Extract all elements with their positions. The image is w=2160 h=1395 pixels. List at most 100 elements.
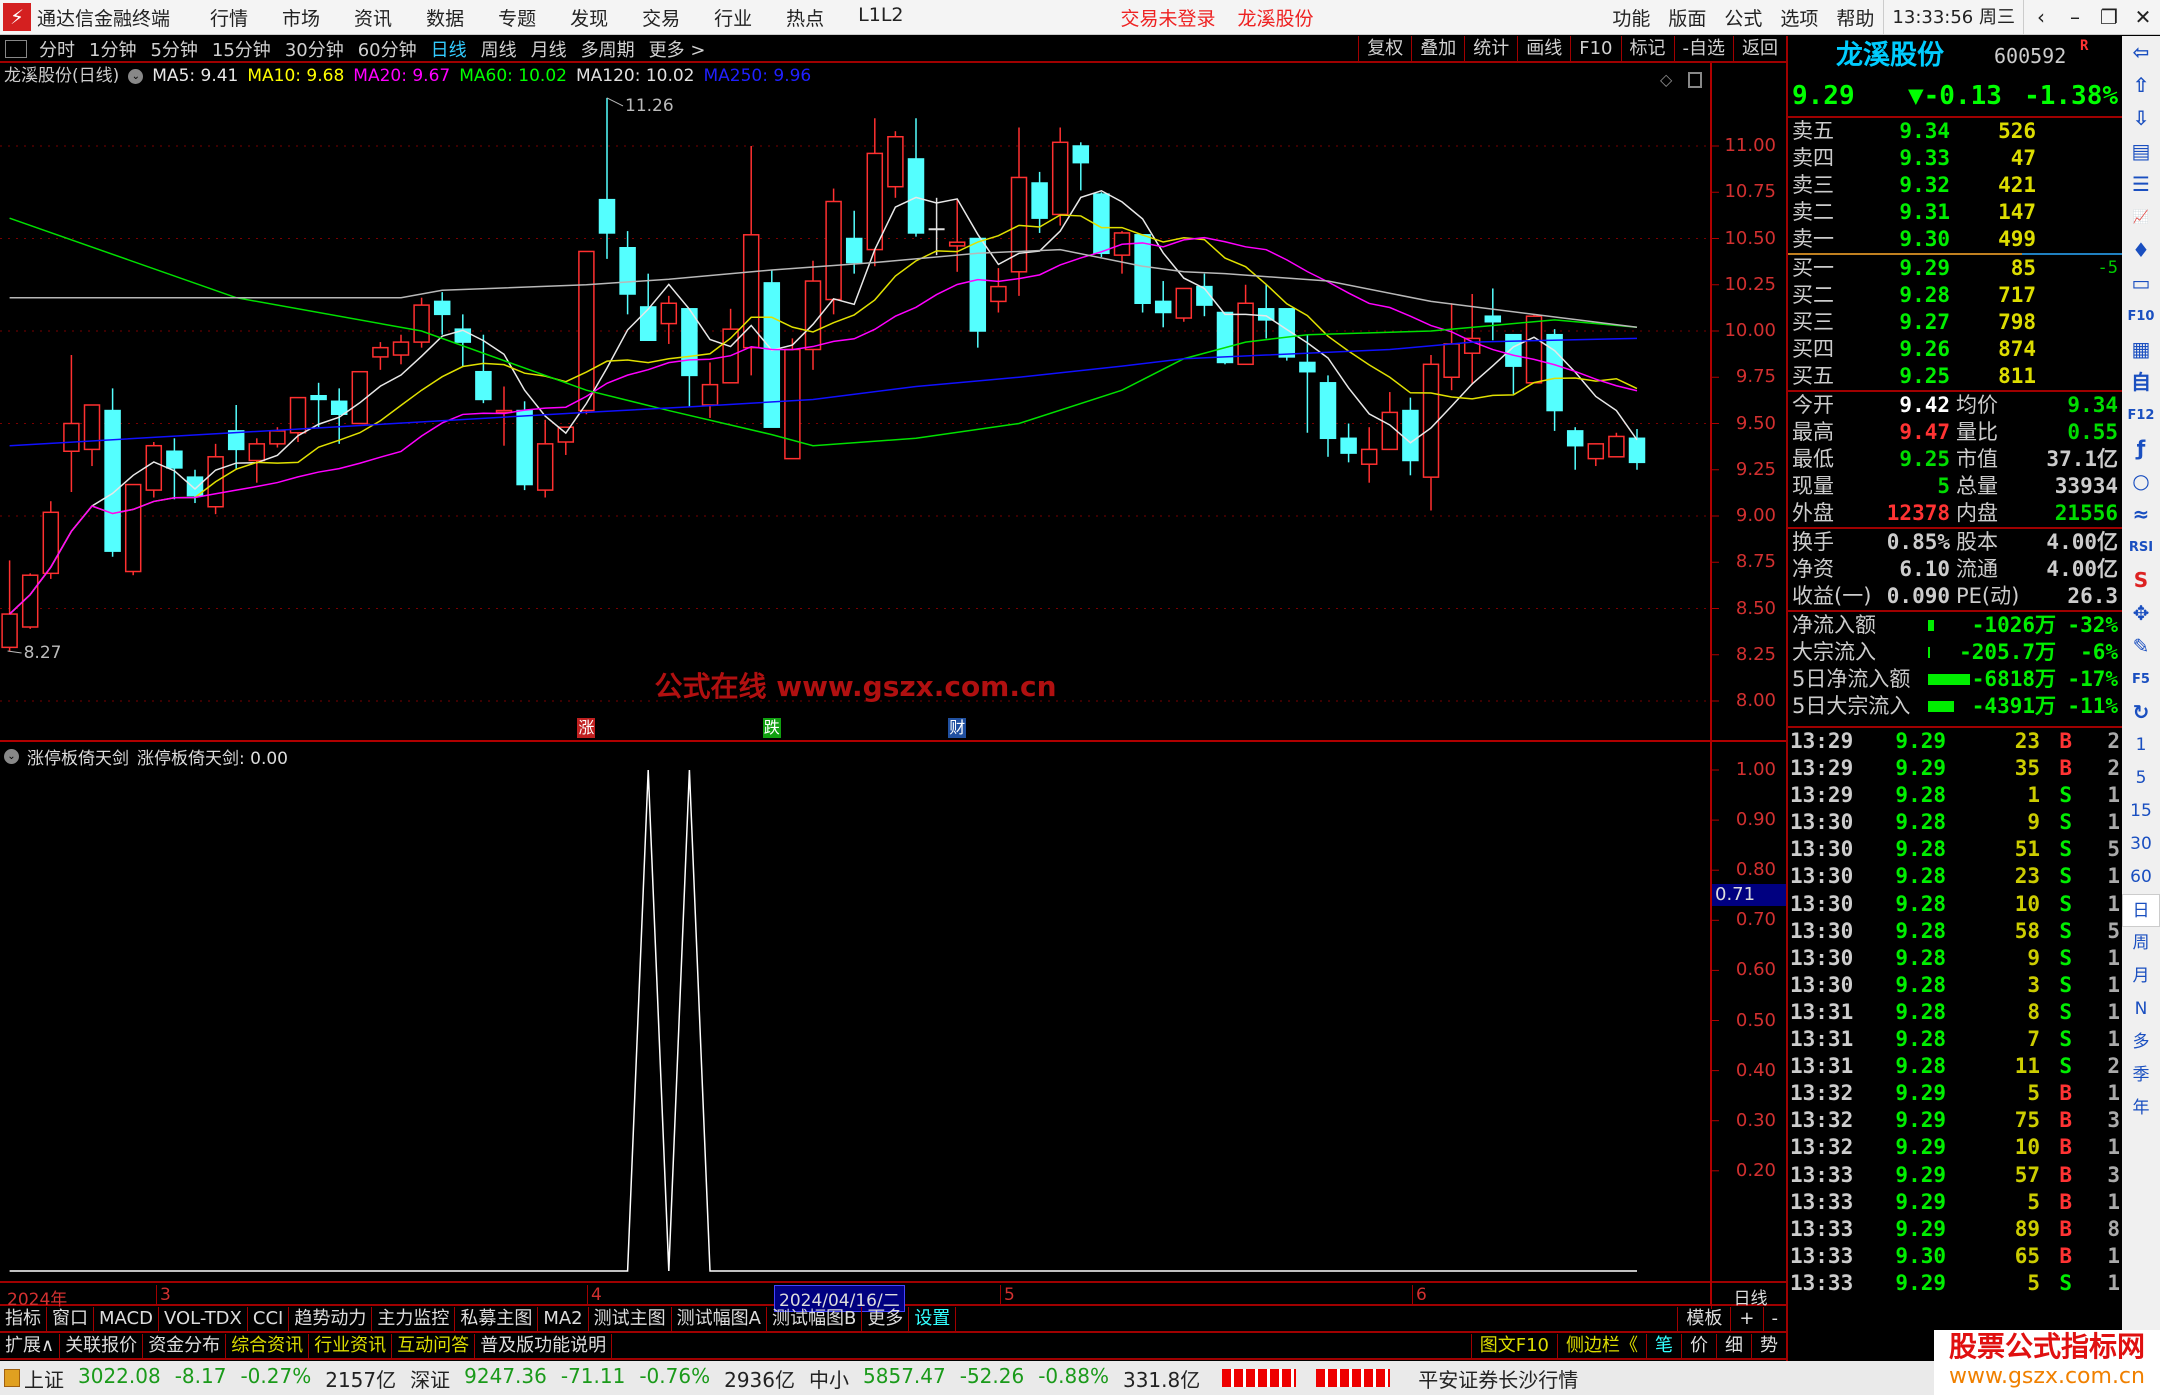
sidebar-period-3[interactable]: 30 [2130,834,2152,854]
tick-list[interactable]: 13:29 9.29 23 B 2 13:29 9.29 35 B 2 13:29 9.28 1 S 1 13… [1788,728,2122,1297]
f5-icon[interactable]: F5 [2132,672,2150,687]
tab-10[interactable]: 测试幅图A [672,1307,767,1331]
refresh-icon[interactable]: ↻ [2132,700,2150,724]
news-icon[interactable]: ▭ [2131,271,2151,295]
tab-12[interactable]: 更多 [862,1307,910,1331]
tab-2[interactable]: MACD [94,1307,159,1331]
f12-icon[interactable]: F12 [2127,408,2155,423]
kline-chart[interactable] [0,0,1786,1306]
sidebar-period-7[interactable]: 月 [2132,966,2150,986]
tab-right-4[interactable]: 细 [1716,1334,1751,1358]
s-logo-icon[interactable]: S [2133,568,2149,592]
tab-6[interactable]: 普及版功能说明 [475,1334,613,1358]
sidebar-period-11[interactable]: 年 [2132,1098,2150,1118]
arrow-up-icon[interactable]: ⇧ [2132,73,2150,97]
tab-right-0[interactable]: 模板 [1677,1307,1730,1331]
panel-toggle-icon[interactable] [5,39,27,58]
menu-item[interactable]: 交易 [642,7,681,30]
period-tab[interactable]: 15分钟 [211,39,271,61]
menu-item[interactable]: 专题 [498,7,537,30]
tab-13[interactable]: 设置 [909,1307,957,1331]
tab-3[interactable]: VOL-TDX [159,1307,248,1331]
period-tab[interactable]: 30分钟 [284,39,344,61]
tab-right-2[interactable]: - [1762,1307,1787,1331]
chart-action-button[interactable]: F10 [1570,36,1620,61]
menu-item[interactable]: 资讯 [354,7,393,30]
tab-right-1[interactable]: 侧边栏《 [1557,1334,1646,1358]
chevron-down-icon[interactable]: ⌄ [4,749,19,764]
menu-item[interactable]: 市场 [282,7,321,30]
login-status-link[interactable]: 交易未登录 [1120,7,1216,30]
pencil-icon[interactable]: ✎ [2132,634,2150,658]
tab-5[interactable]: 趋势动力 [289,1307,373,1331]
tab-right-5[interactable]: 势 [1751,1334,1786,1358]
line-chart-icon[interactable]: 📈 [2132,210,2150,225]
menu-item[interactable]: 选项 [1780,7,1819,30]
sidebar-period-10[interactable]: 季 [2132,1065,2150,1085]
tab-8[interactable]: MA2 [538,1307,589,1331]
rsi-icon[interactable]: RSI [2128,540,2154,555]
chart-action-button[interactable]: -自选 [1673,36,1734,61]
close-icon[interactable]: ✕ [2134,5,2152,29]
chart-action-button[interactable]: 叠加 [1411,36,1464,61]
status-icon[interactable] [4,1369,20,1387]
tab-right-2[interactable]: 笔 [1646,1334,1681,1358]
arrow-down-icon[interactable]: ⇩ [2132,106,2150,130]
move-icon[interactable]: ✥ [2132,601,2150,625]
quote-list-icon[interactable]: ▤ [2131,139,2151,163]
finance-icon[interactable]: ▦ [2131,337,2151,361]
tab-2[interactable]: 资金分布 [143,1334,227,1358]
sidebar-period-9[interactable]: 多 [2132,1032,2150,1052]
period-tab[interactable]: 周线 [480,39,517,61]
sidebar-period-4[interactable]: 60 [2130,867,2152,887]
period-tab[interactable]: 多周期 [580,39,635,61]
menu-item[interactable]: 帮助 [1836,7,1875,30]
candle-chart-icon[interactable]: ♦ [2132,238,2150,262]
tab-1[interactable]: 关联报价 [60,1334,144,1358]
tab-right-0[interactable]: 图文F10 [1470,1334,1557,1358]
tab-7[interactable]: 私募主图 [455,1307,539,1331]
restore-icon[interactable]: ❐ [2100,5,2118,29]
arrow-left-icon[interactable]: ⇦ [2132,40,2150,64]
tab-right-1[interactable]: + [1730,1307,1762,1331]
chart-action-button[interactable]: 返回 [1733,36,1786,61]
sidebar-period-1[interactable]: 5 [2135,768,2147,788]
tab-0[interactable]: 指标 [0,1307,47,1331]
tab-11[interactable]: 测试幅图B [767,1307,863,1331]
menu-item[interactable]: 行业 [714,7,753,30]
menu-item[interactable]: 功能 [1612,7,1651,30]
tab-right-3[interactable]: 价 [1681,1334,1716,1358]
sidebar-period-8[interactable]: N [2134,999,2148,1019]
tab-3[interactable]: 综合资讯 [226,1334,310,1358]
multi-list-icon[interactable]: ☰ [2132,172,2150,196]
sidebar-period-2[interactable]: 15 [2130,801,2152,821]
period-tab[interactable]: 1分钟 [89,39,137,61]
self-select-icon[interactable]: 自 [2131,370,2151,394]
sidebar-period-5[interactable]: 日 [2122,894,2160,927]
tab-4[interactable]: 行业资讯 [309,1334,393,1358]
wave-icon[interactable]: ≈ [2132,502,2150,526]
chart-action-button[interactable]: 统计 [1464,36,1517,61]
menu-item[interactable]: 行情 [210,7,249,30]
sidebar-period-6[interactable]: 周 [2132,933,2150,953]
period-tab[interactable]: 60分钟 [357,39,417,61]
sidebar-period-0[interactable]: 1 [2135,735,2147,755]
menu-item[interactable]: 数据 [426,7,465,30]
period-tab[interactable]: 分时 [39,39,75,61]
chart-action-button[interactable]: 画线 [1517,36,1570,61]
indicator-name[interactable]: 涨停板倚天剑 [27,749,129,769]
f10-icon[interactable]: F10 [2127,309,2155,324]
menu-item[interactable]: L1L2 [858,3,904,26]
tab-6[interactable]: 主力监控 [372,1307,456,1331]
tab-0[interactable]: 扩展∧ [0,1334,61,1358]
chevron-down-icon[interactable]: ⌄ [128,68,144,84]
back-icon[interactable]: ‹ [2037,5,2045,29]
formula-icon[interactable]: ƒ [2136,436,2146,460]
period-tab[interactable]: 更多 > [648,39,706,61]
diamond-icon[interactable]: ◇ [1660,70,1673,89]
menu-item[interactable]: 发现 [570,7,609,30]
minimize-icon[interactable]: – [2070,5,2080,29]
menu-item[interactable]: 版面 [1668,7,1707,30]
chart-action-button[interactable]: 标记 [1620,36,1674,61]
period-tab[interactable]: 月线 [530,39,567,61]
